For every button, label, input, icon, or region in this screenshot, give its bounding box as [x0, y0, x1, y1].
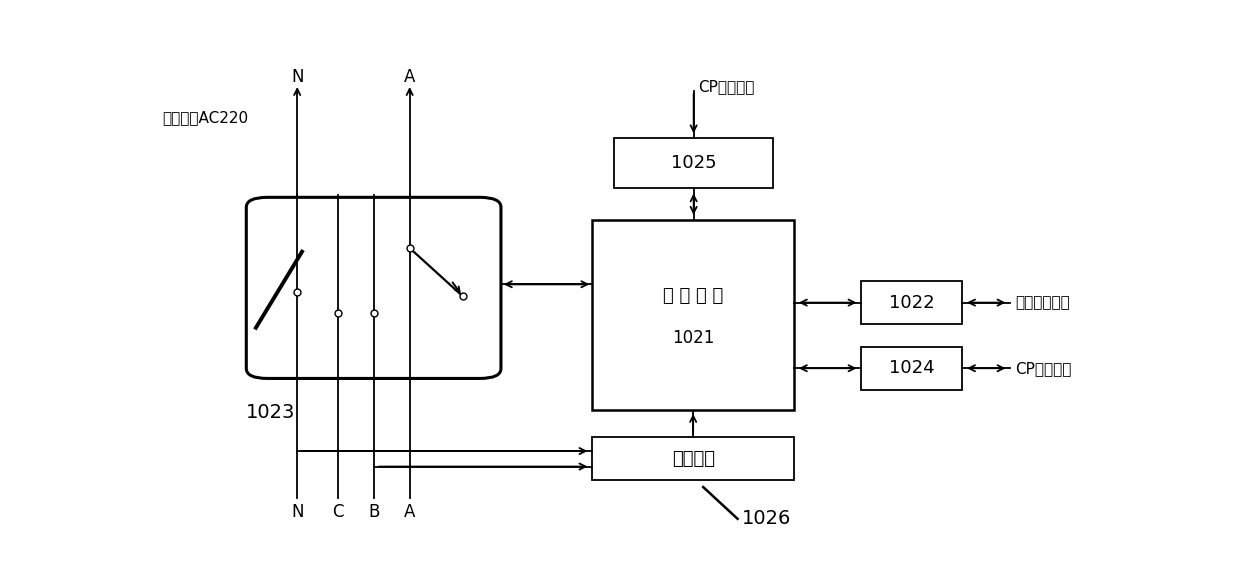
- Text: N: N: [291, 68, 304, 86]
- Text: 1023: 1023: [247, 403, 295, 422]
- Text: A: A: [404, 503, 415, 521]
- Text: A: A: [404, 68, 415, 86]
- Text: CP输入信号: CP输入信号: [698, 79, 755, 94]
- Bar: [614, 138, 773, 188]
- Text: 1021: 1021: [672, 329, 714, 347]
- Text: C: C: [332, 503, 343, 521]
- Bar: [862, 281, 962, 324]
- Text: CP输出信号: CP输出信号: [1016, 361, 1071, 376]
- FancyBboxPatch shape: [247, 198, 501, 379]
- Bar: [862, 347, 962, 390]
- Text: 辅助电源: 辅助电源: [672, 450, 714, 468]
- Text: B: B: [368, 503, 379, 521]
- Text: N: N: [291, 503, 304, 521]
- Bar: [593, 437, 794, 480]
- Text: 1024: 1024: [889, 359, 935, 377]
- Text: 后台串口通信: 后台串口通信: [1016, 295, 1070, 310]
- Text: 输出单相AC220: 输出单相AC220: [162, 111, 249, 126]
- Text: 1025: 1025: [671, 155, 717, 172]
- Text: 1026: 1026: [743, 509, 791, 528]
- Text: 1022: 1022: [889, 293, 935, 312]
- Text: 控 制 模 块: 控 制 模 块: [663, 287, 723, 305]
- Bar: [593, 220, 794, 410]
